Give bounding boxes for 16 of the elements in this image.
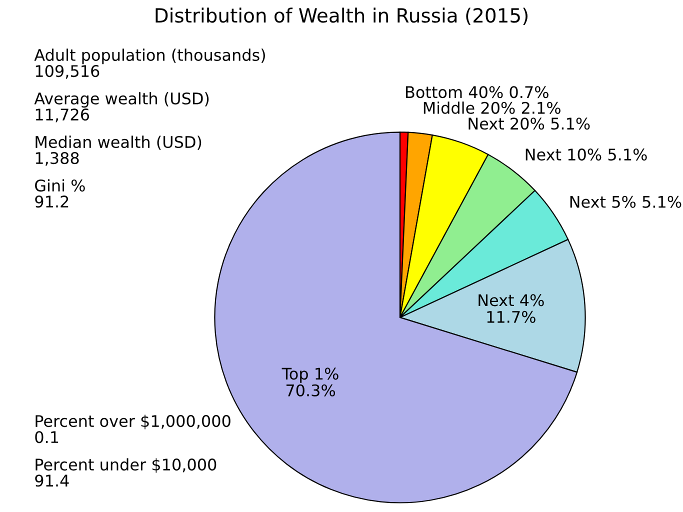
text: Percent under $10,000 91.4	[35, 458, 216, 487]
slice-label: Next 10% 5.1%	[526, 148, 647, 161]
slice-label: Next 20% 5.1%	[468, 118, 590, 130]
data-label: 70.3%	[286, 384, 336, 396]
text: Median wealth (USD) 1,388	[36, 136, 202, 166]
slice-label: Middle 20% 2.1%	[424, 102, 560, 114]
chart-title: Distribution of Wealth in Russia (2015)	[156, 8, 528, 26]
text: Percent over $1,000,000 0.1	[35, 414, 230, 444]
slice-label: Bottom 40% 0.7%	[406, 86, 548, 98]
text: Adult population (thousands) 109,516	[34, 48, 265, 79]
slice-label: Next 4%	[478, 294, 544, 306]
slice-label: Next 5% 5.1%	[570, 196, 682, 208]
text: Gini % 91.2	[35, 179, 85, 208]
data-label: 11.7%	[487, 310, 536, 323]
slice-label: Top 1%	[282, 368, 338, 383]
text: Average wealth (USD) 11,726	[34, 92, 209, 122]
